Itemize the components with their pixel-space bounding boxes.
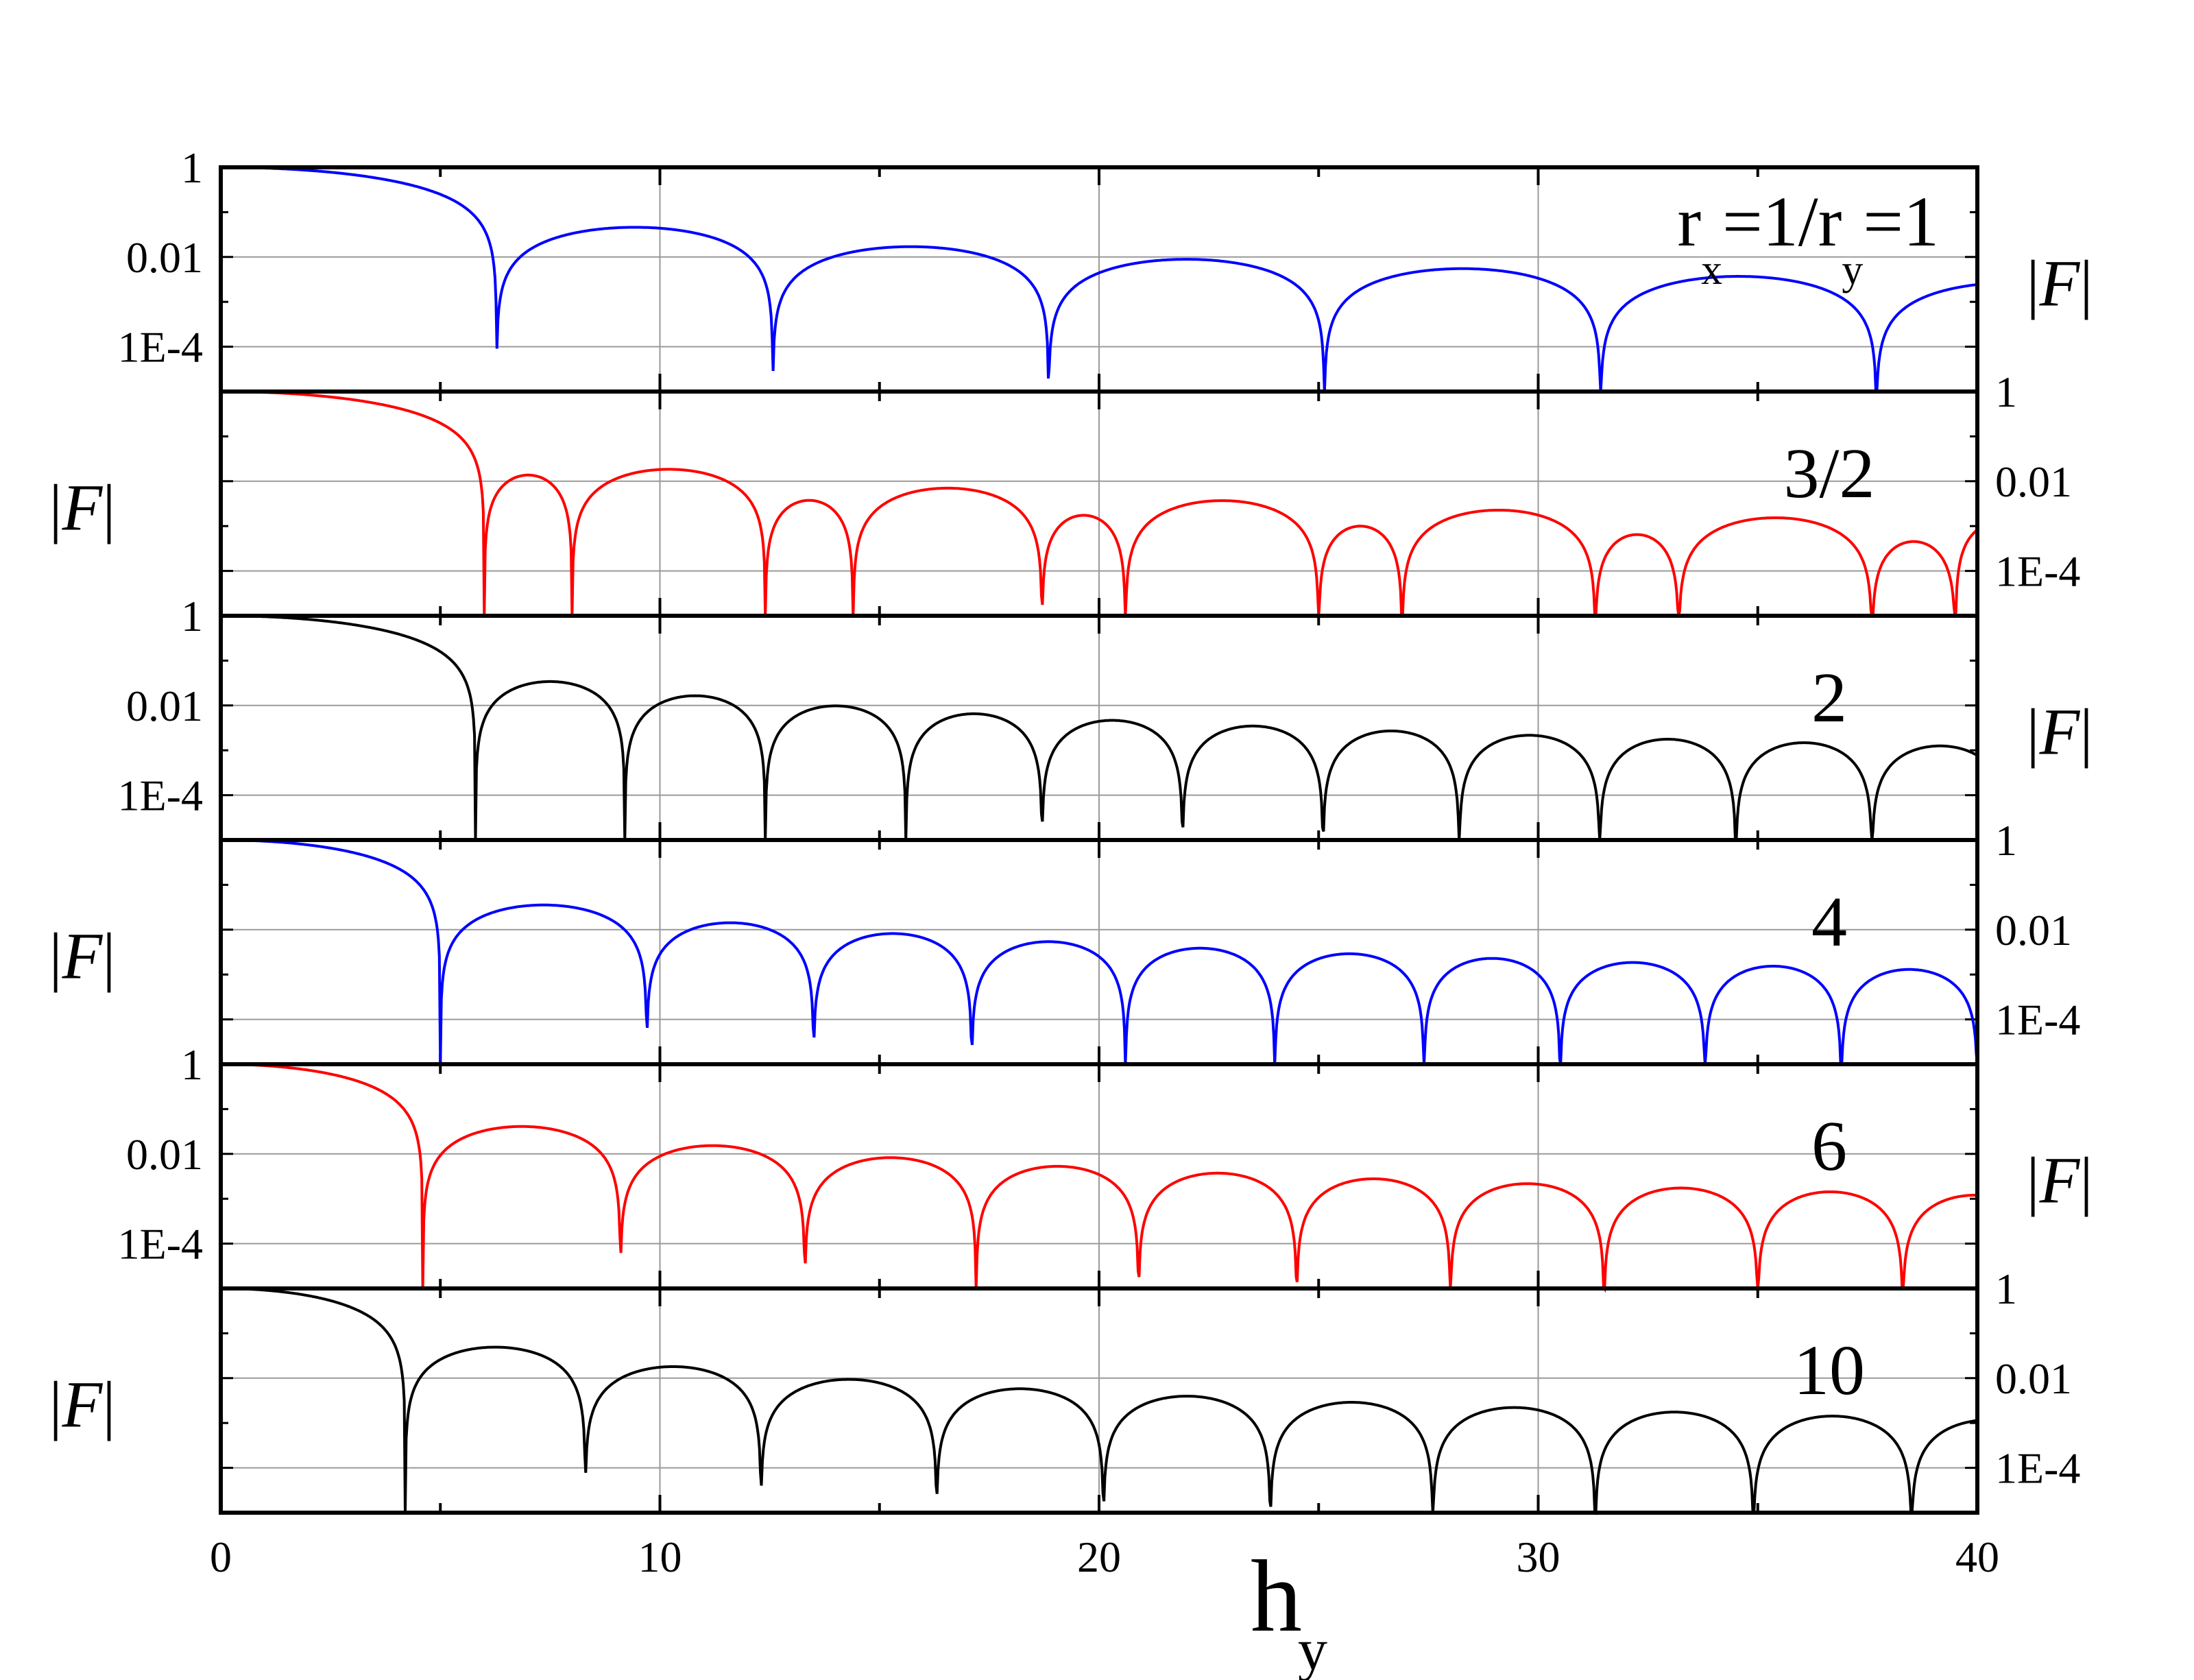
y-tick-label: 0.01 bbox=[126, 1130, 203, 1179]
y-tick-label: 0.01 bbox=[1995, 1354, 2072, 1403]
y-axis-label-bar: | bbox=[2080, 1144, 2093, 1217]
panel-label-6: 10 bbox=[1794, 1331, 1865, 1410]
panel-1: 1 0.01 1E-4 |F| rx=1/ry=1 bbox=[118, 143, 2093, 394]
y-tick-label: 0.01 bbox=[126, 233, 203, 282]
y-axis-label-bar: | bbox=[2080, 695, 2093, 769]
y-axis-label-symbol: F bbox=[2039, 1144, 2081, 1217]
y-tick-label: 0.01 bbox=[1995, 906, 2072, 955]
y-axis-label-symbol: F bbox=[2039, 247, 2081, 320]
x-axis: 0 10 20 30 40 bbox=[210, 1533, 1999, 1581]
y-tick-label: 1E-4 bbox=[118, 1220, 203, 1269]
y-tick-label: 1 bbox=[1995, 1264, 2017, 1313]
x-axis-title: hy bbox=[1251, 1539, 1327, 1680]
y-axis-label-symbol: F bbox=[2039, 695, 2081, 769]
panel-label-end: =1 bbox=[1863, 182, 1939, 261]
y-tick-label: 1 bbox=[1995, 368, 2017, 416]
panel-label-r: r bbox=[1678, 182, 1702, 261]
y-axis-label-bar: | bbox=[2026, 247, 2039, 320]
y-axis-label: |F| bbox=[49, 471, 115, 544]
y-axis-label: |F| bbox=[2026, 1144, 2093, 1217]
y-tick-label: 1E-4 bbox=[118, 323, 203, 372]
x-tick-label: 10 bbox=[638, 1533, 682, 1581]
panel-3: 1 0.01 1E-4 |F| 2 bbox=[118, 592, 2093, 842]
y-axis-label-bar: | bbox=[102, 920, 115, 993]
y-axis-label-symbol: F bbox=[62, 920, 104, 993]
panel-6: 1 0.01 1E-4 |F| 10 bbox=[49, 1264, 2080, 1515]
y-tick-label: 0.01 bbox=[126, 682, 203, 730]
y-axis-label-bar: | bbox=[2026, 695, 2039, 769]
x-tick-label: 0 bbox=[210, 1533, 232, 1581]
y-axis-label: |F| bbox=[2026, 247, 2093, 320]
y-axis-label-bar: | bbox=[49, 1368, 62, 1441]
panel-label-4: 4 bbox=[1811, 883, 1847, 961]
y-axis-label: |F| bbox=[49, 920, 115, 993]
y-axis-label-bar: | bbox=[2080, 247, 2093, 320]
y-axis-label-bar: | bbox=[49, 920, 62, 993]
panel-label-3: 2 bbox=[1811, 658, 1847, 737]
series-line-3 bbox=[221, 614, 1978, 842]
series-line-4 bbox=[221, 839, 1979, 1066]
y-axis-label-symbol: F bbox=[62, 471, 104, 544]
y-axis-label-bar: | bbox=[49, 471, 62, 544]
x-axis-title-main: h bbox=[1251, 1539, 1302, 1653]
y-tick-label: 1E-4 bbox=[1995, 1444, 2080, 1493]
y-tick-label: 1E-4 bbox=[1995, 547, 2080, 596]
y-tick-label: 0.01 bbox=[1995, 457, 2072, 506]
y-tick-label: 1E-4 bbox=[118, 771, 203, 820]
y-tick-label: 1 bbox=[181, 592, 203, 640]
y-axis-label-bar: | bbox=[102, 471, 115, 544]
y-axis-label: |F| bbox=[2026, 695, 2093, 769]
panel-label-sub-y: y bbox=[1842, 247, 1863, 293]
x-axis-title-sub: y bbox=[1298, 1616, 1327, 1680]
x-tick-label: 30 bbox=[1517, 1533, 1560, 1581]
y-axis-label-symbol: F bbox=[62, 1368, 104, 1441]
panel-label-1: rx=1/ry=1 bbox=[1678, 182, 1939, 293]
series-line-6 bbox=[221, 1287, 1978, 1515]
panel-2: 1 0.01 1E-4 |F| 3/2 bbox=[49, 368, 2080, 618]
series-line-2 bbox=[221, 390, 1979, 618]
panel-4: 1 0.01 1E-4 |F| 4 bbox=[49, 816, 2080, 1066]
series-line-5 bbox=[221, 1063, 1977, 1293]
panel-label-mid: =1/r bbox=[1722, 182, 1842, 261]
panel-label-2: 3/2 bbox=[1784, 434, 1875, 513]
panel-label-5: 6 bbox=[1811, 1107, 1847, 1186]
series-line-1 bbox=[221, 166, 1978, 393]
y-axis-label-bar: | bbox=[2026, 1144, 2039, 1217]
panel-label-sub-x: x bbox=[1701, 247, 1722, 293]
y-axis-label-bar: | bbox=[102, 1368, 115, 1441]
y-tick-label: 1 bbox=[1995, 816, 2017, 865]
panel-frame bbox=[219, 1286, 1979, 1515]
y-tick-label: 1 bbox=[181, 143, 203, 192]
y-tick-label: 1E-4 bbox=[1995, 996, 2080, 1044]
x-tick-label: 40 bbox=[1955, 1533, 1999, 1581]
y-tick-label: 1 bbox=[181, 1040, 203, 1089]
x-tick-label: 20 bbox=[1077, 1533, 1121, 1581]
panel-5: 1 0.01 1E-4 |F| 6 bbox=[118, 1040, 2093, 1293]
y-axis-label: |F| bbox=[49, 1368, 115, 1441]
